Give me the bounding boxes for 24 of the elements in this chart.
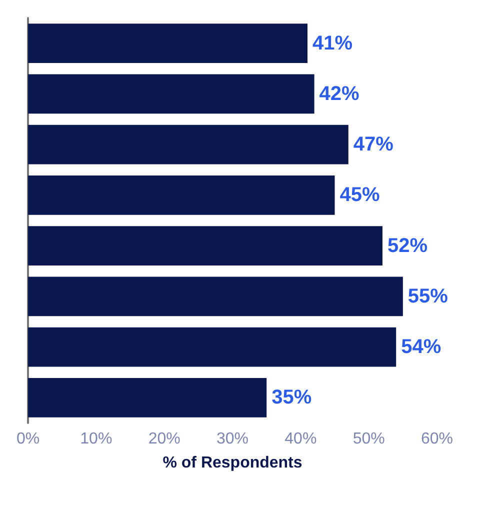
x-tick-label: 50% <box>352 430 385 448</box>
data-label: 45% <box>340 184 380 206</box>
bar <box>28 24 308 64</box>
data-label: 47% <box>353 134 394 156</box>
x-tick-label: 10% <box>80 430 112 448</box>
x-tick-label: 30% <box>216 430 249 448</box>
data-label: 42% <box>319 82 360 105</box>
x-tick-label: 20% <box>148 430 180 448</box>
bar <box>28 124 348 164</box>
data-label: 55% <box>408 285 448 308</box>
bar <box>28 226 382 266</box>
x-tick-label: 60% <box>420 430 454 448</box>
x-tick-label: 0% <box>16 430 40 448</box>
bar <box>28 74 314 114</box>
bar <box>28 378 267 418</box>
x-axis-title: % of Respondents <box>162 454 302 472</box>
data-label: 54% <box>401 336 442 358</box>
data-label: 41% <box>312 32 353 54</box>
bar <box>28 276 403 316</box>
bar <box>28 327 396 367</box>
data-label: 52% <box>387 234 428 257</box>
bar <box>28 175 335 215</box>
x-tick-label: 40% <box>284 430 317 448</box>
data-label: 35% <box>272 386 312 409</box>
